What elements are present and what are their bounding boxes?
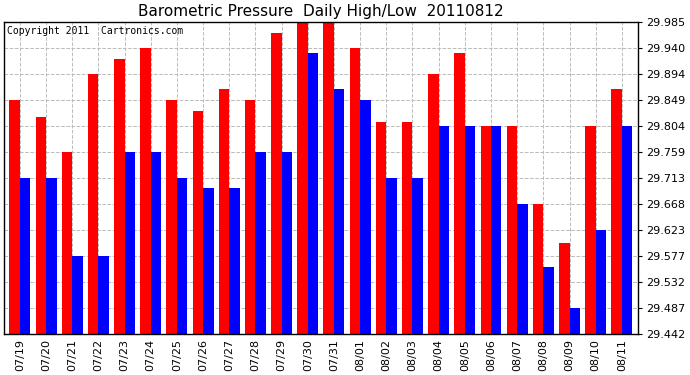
Bar <box>20 178 30 334</box>
Bar <box>543 267 554 334</box>
Bar <box>324 22 334 334</box>
Bar <box>428 74 439 334</box>
Bar <box>72 256 83 334</box>
Bar <box>114 58 125 334</box>
Bar <box>10 100 20 334</box>
Bar <box>203 188 213 334</box>
Bar <box>465 126 475 334</box>
Bar <box>480 126 491 334</box>
Title: Barometric Pressure  Daily High/Low  20110812: Barometric Pressure Daily High/Low 20110… <box>138 4 504 19</box>
Bar <box>245 100 255 334</box>
Bar <box>402 122 413 334</box>
Bar <box>140 48 150 334</box>
Bar <box>282 152 292 334</box>
Bar <box>125 152 135 334</box>
Bar <box>229 188 239 334</box>
Bar <box>506 126 518 334</box>
Bar <box>439 126 449 334</box>
Bar <box>166 100 177 334</box>
Bar <box>150 152 161 334</box>
Bar <box>88 74 99 334</box>
Bar <box>46 178 57 334</box>
Bar <box>559 243 569 334</box>
Bar <box>585 126 595 334</box>
Bar <box>99 256 109 334</box>
Bar <box>297 22 308 334</box>
Bar <box>350 48 360 334</box>
Bar <box>533 204 543 334</box>
Bar <box>454 53 465 334</box>
Bar <box>193 111 203 334</box>
Bar <box>308 53 318 334</box>
Bar <box>334 89 344 334</box>
Bar <box>219 89 229 334</box>
Bar <box>61 152 72 334</box>
Bar <box>36 117 46 334</box>
Bar <box>386 178 397 334</box>
Bar <box>491 126 502 334</box>
Bar <box>413 178 423 334</box>
Bar <box>595 230 606 334</box>
Text: Copyright 2011  Cartronics.com: Copyright 2011 Cartronics.com <box>8 26 184 36</box>
Bar <box>255 152 266 334</box>
Bar <box>569 308 580 334</box>
Bar <box>611 89 622 334</box>
Bar <box>177 178 188 334</box>
Bar <box>376 122 386 334</box>
Bar <box>360 100 371 334</box>
Bar <box>518 204 528 334</box>
Bar <box>622 126 632 334</box>
Bar <box>271 33 282 334</box>
